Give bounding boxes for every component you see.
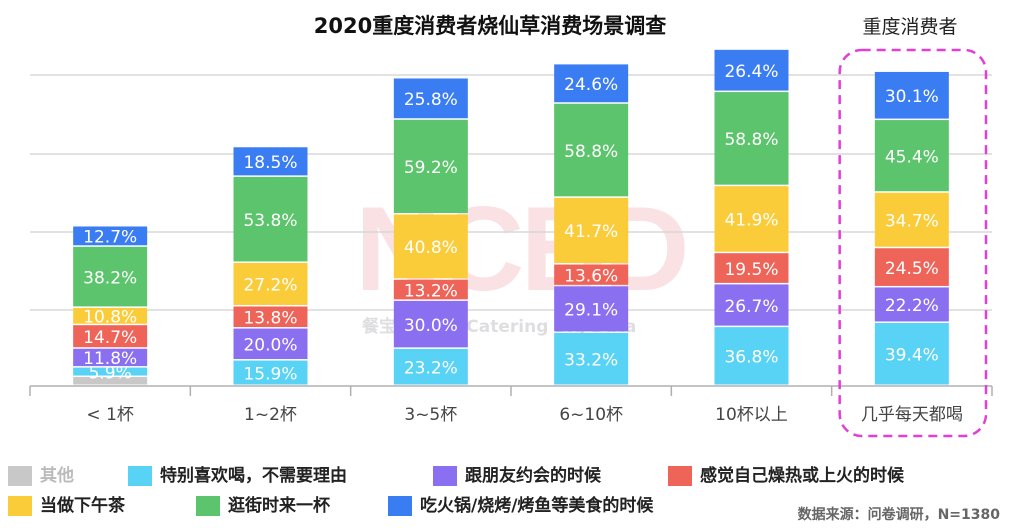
data-label: 41.9% bbox=[724, 211, 778, 231]
data-label: 25.8% bbox=[404, 90, 458, 110]
data-label: 41.7% bbox=[564, 222, 618, 242]
legend-label: 特别喜欢喝，不需要理由 bbox=[160, 466, 347, 486]
bar-segment bbox=[874, 192, 949, 247]
x-tick-label: 几乎每天都喝 bbox=[861, 405, 963, 425]
bar-segment bbox=[714, 327, 789, 385]
legend-label: 逛街时来一杯 bbox=[228, 496, 330, 516]
bar-segment bbox=[554, 103, 629, 197]
data-label: 30.0% bbox=[404, 316, 458, 336]
heavy-consumer-label: 重度消费者 bbox=[862, 16, 958, 38]
bar-segment bbox=[874, 120, 949, 192]
legend-swatch bbox=[388, 496, 412, 516]
x-tick-label: 3~5杯 bbox=[404, 405, 457, 425]
data-label: 58.8% bbox=[564, 142, 618, 162]
data-label: 13.6% bbox=[564, 266, 618, 286]
bar-segment bbox=[73, 377, 148, 385]
data-label: 53.8% bbox=[243, 211, 297, 231]
legend-label: 跟朋友约会的时候 bbox=[465, 466, 601, 486]
legend-label: 当做下午茶 bbox=[40, 496, 125, 516]
data-label: 33.2% bbox=[564, 350, 618, 370]
data-label: 45.4% bbox=[885, 147, 939, 167]
x-tick-label: 6~10杯 bbox=[559, 405, 623, 425]
bar-segment bbox=[73, 348, 148, 367]
bar-segment bbox=[554, 286, 629, 332]
legend-swatch bbox=[668, 466, 692, 486]
data-label: 30.1% bbox=[885, 87, 939, 107]
x-tick-label: 1~2杯 bbox=[244, 405, 297, 425]
legend-swatch bbox=[128, 466, 152, 486]
legend-swatch bbox=[433, 466, 457, 486]
bar-segment bbox=[874, 71, 949, 119]
data-label: 23.2% bbox=[404, 358, 458, 378]
bar-segment bbox=[714, 253, 789, 283]
data-label: 18.5% bbox=[243, 153, 297, 173]
bar-segment bbox=[233, 147, 308, 176]
bar-segment bbox=[393, 300, 468, 348]
legend-label: 吃火锅/烧烤/烤鱼等美食的时候 bbox=[420, 496, 654, 516]
data-label: 26.4% bbox=[724, 62, 778, 82]
bar-segment bbox=[554, 264, 629, 285]
stacked-bar-chart: 5.9%11.8%14.7%10.8% 38.2% 12.7% < 1杯 15.9% 20… bbox=[29, 48, 993, 438]
data-label: 13.2% bbox=[404, 281, 458, 301]
data-label: 24.6% bbox=[564, 75, 618, 95]
data-label: 5.9% bbox=[89, 363, 132, 383]
bar-segment bbox=[393, 279, 468, 300]
legend-label: 感觉自己燥热或上火的时候 bbox=[700, 466, 904, 486]
legend-swatch bbox=[196, 496, 220, 516]
highlight-box bbox=[838, 48, 988, 438]
bar-segment bbox=[874, 322, 949, 385]
bar-segment bbox=[73, 307, 148, 324]
chart-title: 2020重度消费者烧仙草消费场景调查 bbox=[313, 14, 667, 38]
data-label: 24.5% bbox=[885, 259, 939, 279]
bar-segment bbox=[233, 306, 308, 328]
data-source-note: 数据来源：问卷调研，N=1380 bbox=[797, 507, 1000, 523]
bar-segment bbox=[393, 119, 468, 213]
legend-label: 其他 bbox=[40, 466, 74, 486]
data-label: 29.1% bbox=[564, 301, 618, 321]
bar-segment bbox=[554, 64, 629, 103]
bar-segment bbox=[714, 284, 789, 326]
bar-segment bbox=[233, 262, 308, 305]
bar-segment bbox=[233, 328, 308, 360]
data-label: 38.2% bbox=[83, 268, 137, 288]
bar-segment bbox=[393, 348, 468, 385]
bar-segment bbox=[393, 214, 468, 279]
x-tick-label: < 1杯 bbox=[86, 405, 133, 425]
data-label: 14.7% bbox=[83, 328, 137, 348]
x-tick-label: 10杯以上 bbox=[715, 405, 788, 425]
data-label: 19.5% bbox=[724, 260, 778, 280]
data-label: 27.2% bbox=[243, 276, 297, 296]
data-label: 59.2% bbox=[404, 158, 458, 178]
data-label: 10.8% bbox=[83, 308, 137, 328]
bar-segment bbox=[393, 78, 468, 119]
legend-swatch bbox=[8, 466, 32, 486]
bar-segment bbox=[874, 248, 949, 286]
bar-segment bbox=[874, 287, 949, 322]
bar-segment bbox=[554, 332, 629, 385]
bar-segment bbox=[714, 186, 789, 252]
data-label: 13.8% bbox=[243, 309, 297, 329]
bar-segment bbox=[714, 49, 789, 91]
data-label: 40.8% bbox=[404, 238, 458, 258]
data-label: 39.4% bbox=[885, 345, 939, 365]
bar-segment bbox=[714, 92, 789, 185]
bar-segment bbox=[73, 367, 148, 376]
bar-segment bbox=[73, 246, 148, 307]
bar-segment bbox=[233, 176, 308, 262]
data-label: 20.0% bbox=[243, 336, 297, 356]
bar-segment bbox=[73, 226, 148, 246]
data-label: 36.8% bbox=[724, 348, 778, 368]
data-label: 12.7% bbox=[83, 228, 137, 248]
data-label: 58.8% bbox=[724, 130, 778, 150]
data-label: 34.7% bbox=[885, 211, 939, 231]
data-label: 22.2% bbox=[885, 296, 939, 316]
bar-segment bbox=[554, 197, 629, 264]
bar-segment bbox=[73, 325, 148, 348]
data-label: 15.9% bbox=[243, 364, 297, 384]
legend-swatch bbox=[8, 496, 32, 516]
bar-segment bbox=[233, 360, 308, 385]
data-label: 26.7% bbox=[724, 297, 778, 317]
data-label: 11.8% bbox=[83, 349, 137, 369]
